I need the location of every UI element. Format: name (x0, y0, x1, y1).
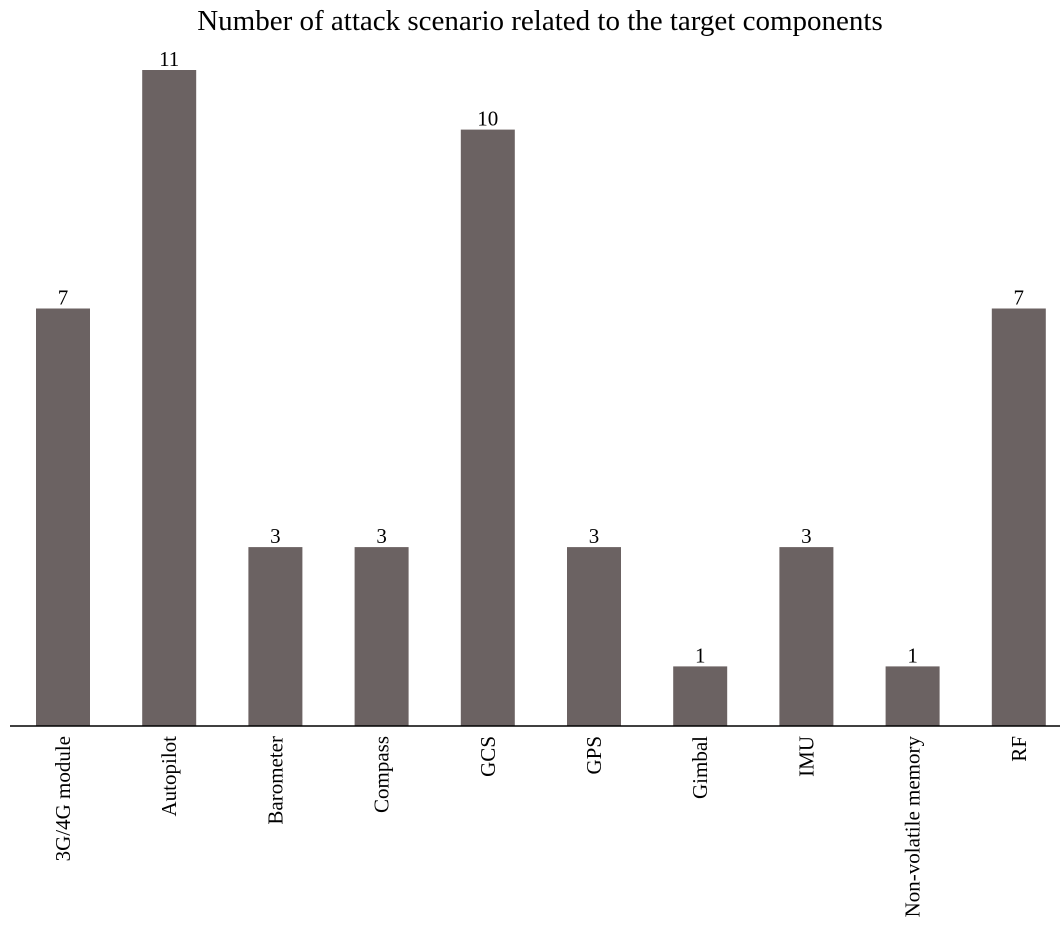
value-label-3g-4g-module: 7 (58, 286, 69, 310)
value-label-non-volatile-memory: 1 (907, 643, 918, 667)
bar-gimbal (673, 666, 728, 726)
x-tick-label-non-volatile-memory: Non-volatile memory (901, 736, 925, 918)
bar-3g-4g-module (36, 308, 90, 726)
bar-gcs (460, 129, 515, 727)
bar-non-volatile-memory (885, 666, 940, 726)
value-label-autopilot: 11 (159, 47, 179, 71)
x-tick-label-gcs: GCS (476, 736, 500, 777)
value-label-barometer: 3 (270, 524, 281, 548)
value-label-gcs: 10 (477, 107, 498, 131)
bar-autopilot (142, 70, 197, 726)
value-label-imu: 3 (801, 524, 812, 548)
value-label-compass: 3 (376, 524, 387, 548)
x-tick-label-3g-4g-module: 3G/4G module (51, 736, 75, 861)
x-tick-label-autopilot: Autopilot (157, 736, 181, 817)
value-label-gimbal: 1 (695, 643, 706, 667)
x-tick-label-compass: Compass (370, 736, 394, 813)
x-tick-labels-group: 3G/4G module Autopilot Barometer Compass GCS… (51, 736, 1031, 918)
x-tick-label-rf: RF (1007, 736, 1031, 762)
chart-title: Number of attack scenario related to the… (197, 5, 883, 37)
bar-compass (354, 547, 409, 726)
bar-imu (779, 547, 834, 726)
x-tick-label-imu: IMU (794, 736, 818, 777)
x-tick-label-gimbal: Gimbal (688, 736, 712, 799)
value-label-gps: 3 (589, 524, 600, 548)
bar-barometer (248, 547, 303, 726)
bar-gps (567, 547, 621, 726)
x-tick-label-barometer: Barometer (263, 736, 287, 825)
value-label-rf: 7 (1014, 286, 1025, 310)
x-tick-label-gps: GPS (582, 736, 606, 775)
bar-rf (991, 308, 1046, 726)
bars-group (36, 70, 1046, 727)
value-labels-group: 7 11 3 3 10 3 1 3 1 7 (58, 47, 1024, 667)
